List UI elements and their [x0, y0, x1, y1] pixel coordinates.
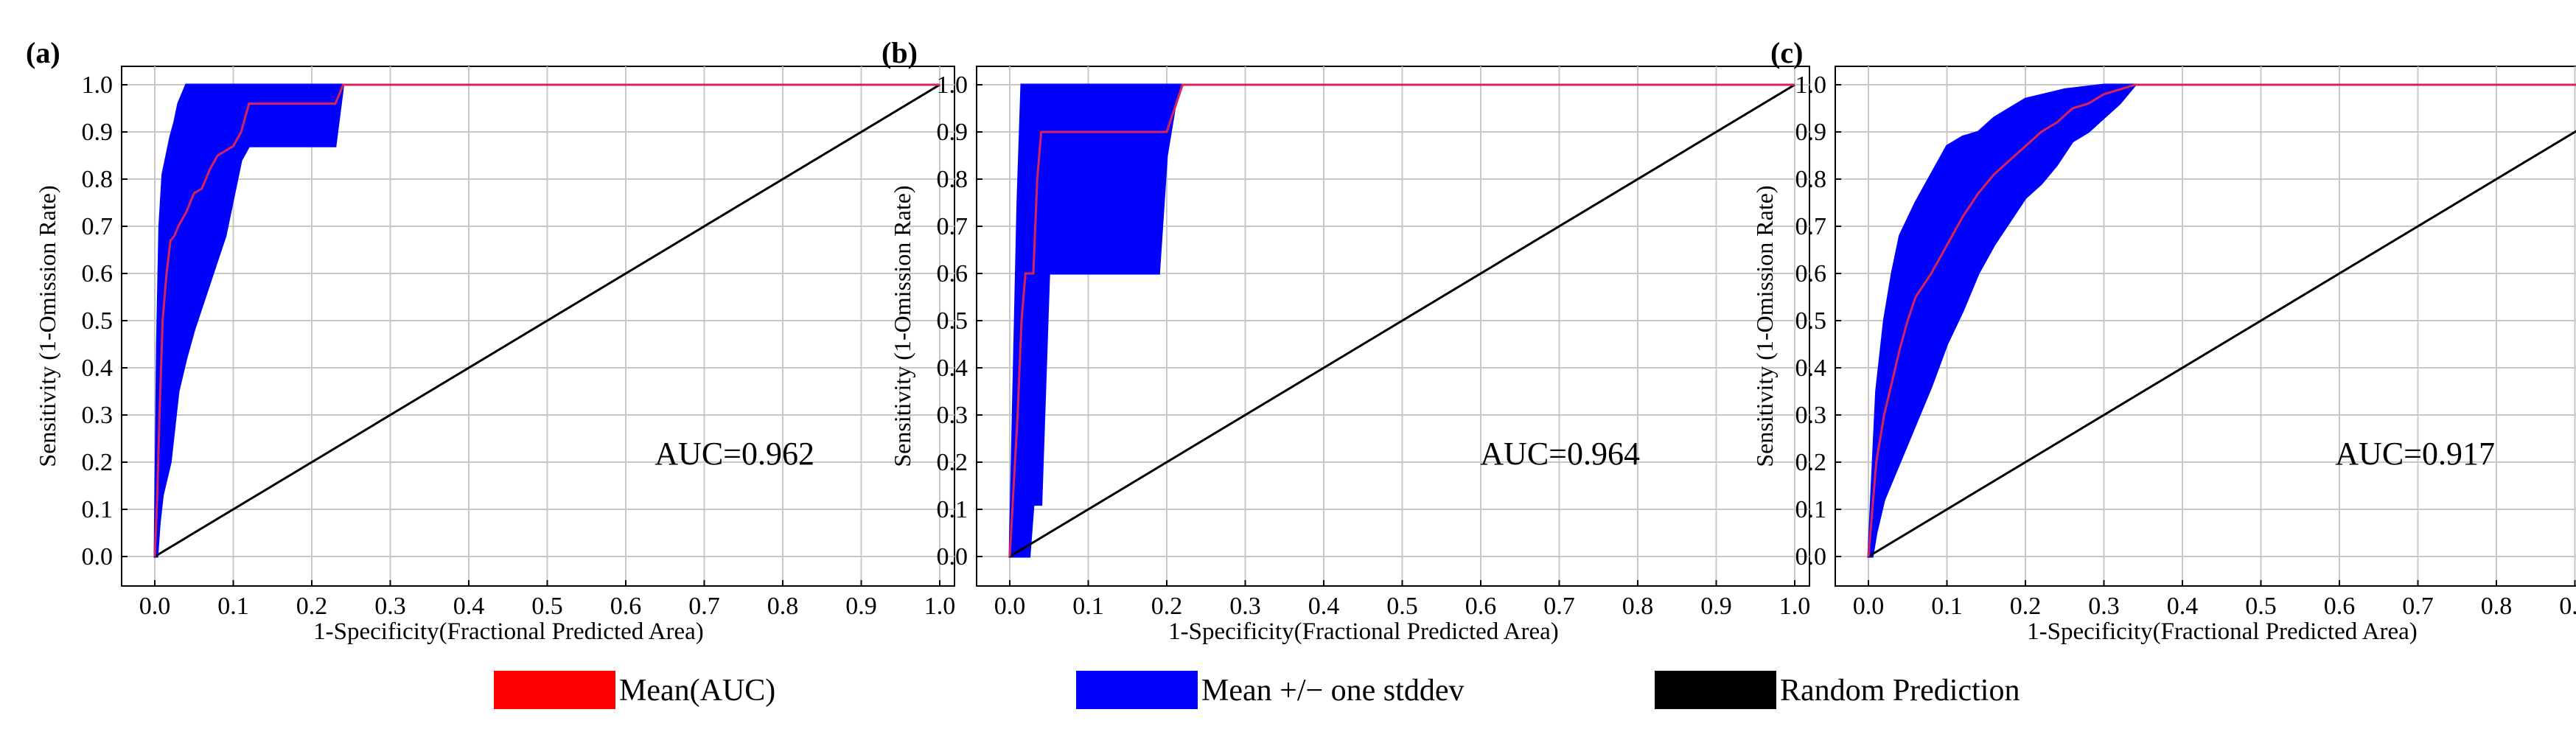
y-tick-label: 1.0	[82, 71, 114, 99]
x-axis-label: 1-Specificity(Fractional Predicted Area)	[1168, 618, 1559, 645]
x-tick-label: 0.7	[1543, 593, 1575, 620]
y-tick-label: 0.3	[937, 402, 968, 429]
y-tick-label: 1.0	[1795, 71, 1827, 99]
x-tick-label: 0.5	[531, 593, 563, 620]
x-tick-label: 0.4	[1308, 593, 1340, 620]
roc-panel-a: 0.0 0.1 0.2 0.3 0.4 0.5 0.6 0.7 0.8 0.9 1.0 0.0 0.1 0…	[26, 36, 955, 645]
x-tick-label: 0.8	[767, 593, 799, 620]
x-tick-label: 0.1	[1072, 593, 1104, 620]
x-tick-label: 0.5	[1386, 593, 1418, 620]
mean-auc-line	[1008, 83, 1795, 557]
legend-swatch	[1076, 671, 1198, 709]
y-tick-label: 0.9	[937, 119, 968, 146]
mean-auc-line	[1867, 83, 2576, 557]
x-tick-label: 0.7	[2402, 593, 2434, 620]
x-tick-label: 0.5	[2245, 593, 2277, 620]
auc-annotation: AUC=0.917	[2335, 436, 2495, 472]
stddev-band	[1008, 83, 1184, 558]
y-axis-label: Sensitivity (1-Omission Rate)	[889, 185, 915, 467]
y-tick-label: 0.2	[1795, 449, 1827, 476]
panel-label: (b)	[882, 36, 918, 69]
x-tick-label: 0.1	[1931, 593, 1963, 620]
x-tick-label: 0.6	[1465, 593, 1497, 620]
x-tick-label: 0.8	[1622, 593, 1654, 620]
x-tick-label: 0.0	[1853, 593, 1885, 620]
y-tick-label: 0.0	[82, 543, 114, 571]
x-tick-label: 0.6	[610, 593, 642, 620]
x-tick-label: 0.0	[994, 593, 1026, 620]
x-tick-label: 0.4	[453, 593, 485, 620]
x-tick-label: 1.0	[924, 593, 956, 620]
y-tick-label: 0.3	[1795, 402, 1827, 429]
y-tick-label: 0.4	[1795, 355, 1827, 382]
y-tick-label: 0.5	[937, 307, 968, 335]
random-prediction-line	[154, 83, 940, 558]
x-tick-label: 1.0	[1779, 593, 1811, 620]
stddev-band	[153, 83, 345, 558]
x-tick-label: 0.6	[2324, 593, 2356, 620]
y-tick-label: 0.5	[1795, 307, 1827, 335]
y-axis-label: Sensitivity (1-Omission Rate)	[1751, 185, 1778, 467]
y-tick-label: 1.0	[937, 71, 968, 99]
stddev-band	[1867, 83, 2138, 558]
y-tick-label: 0.9	[1795, 119, 1827, 146]
y-tick-label: 0.7	[1795, 213, 1827, 240]
x-tick-label: 0.3	[2088, 593, 2120, 620]
y-tick-label: 0.8	[82, 166, 114, 193]
y-tick-label: 0.7	[82, 213, 114, 240]
legend: Mean(AUC) Mean +/− one stddev Random Predi…	[494, 671, 2020, 709]
x-axis-label: 1-Specificity(Fractional Predicted Area)	[2027, 618, 2418, 645]
x-tick-label: 0.2	[2010, 593, 2042, 620]
y-tick-label: 0.8	[1795, 166, 1827, 193]
x-tick-label: 0.0	[139, 593, 171, 620]
x-tick-label: 0.8	[2481, 593, 2513, 620]
legend-swatch	[494, 671, 615, 709]
legend-swatch	[1655, 671, 1776, 709]
y-tick-label: 0.6	[82, 260, 114, 287]
panel-label: (a)	[26, 36, 60, 69]
legend-label: Random Prediction	[1780, 674, 2020, 708]
y-tick-label: 0.0	[1795, 543, 1827, 571]
y-tick-label: 0.4	[82, 355, 114, 382]
y-tick-label: 0.2	[937, 449, 968, 476]
y-tick-label: 0.7	[937, 213, 968, 240]
y-axis-label: Sensitivity (1-Omission Rate)	[34, 185, 60, 467]
y-tick-label: 0.2	[82, 449, 114, 476]
x-tick-label: 0.4	[2167, 593, 2199, 620]
y-tick-label: 0.8	[937, 166, 968, 193]
x-tick-label: 0.9	[1700, 593, 1732, 620]
y-tick-label: 0.1	[82, 496, 114, 523]
auc-annotation: AUC=0.964	[1480, 436, 1640, 472]
x-tick-label: 0.9	[2559, 593, 2576, 620]
y-tick-label: 0.6	[937, 260, 968, 287]
y-tick-label: 0.0	[937, 543, 968, 571]
roc-panel-c: 0.0 0.1 0.2 0.3 0.4 0.5 0.6 0.7 0.8 0.9 1.0 0.0 0.1 0…	[1751, 36, 2576, 645]
panel-label: (c)	[1770, 36, 1803, 69]
x-tick-label: 0.2	[1151, 593, 1183, 620]
x-tick-label: 0.2	[296, 593, 328, 620]
y-tick-label: 0.3	[82, 402, 114, 429]
y-tick-label: 0.6	[1795, 260, 1827, 287]
y-tick-label: 0.1	[1795, 496, 1827, 523]
x-tick-label: 0.1	[217, 593, 249, 620]
x-tick-label: 0.3	[374, 593, 406, 620]
legend-label: Mean(AUC)	[619, 674, 775, 708]
x-axis-label: 1-Specificity(Fractional Predicted Area)	[313, 618, 704, 645]
y-tick-label: 0.5	[82, 307, 114, 335]
legend-label: Mean +/− one stddev	[1201, 674, 1464, 708]
y-tick-label: 0.9	[82, 119, 114, 146]
x-tick-label: 0.7	[688, 593, 720, 620]
mean-auc-line	[153, 83, 940, 557]
random-prediction-line	[1009, 83, 1795, 558]
random-prediction-line	[1868, 130, 2576, 558]
x-tick-label: 0.9	[845, 593, 877, 620]
roc-panel-b: 0.0 0.1 0.2 0.3 0.4 0.5 0.6 0.7 0.8 0.9 1.0 0.0 0.1 0…	[882, 36, 1810, 645]
x-tick-label: 0.3	[1229, 593, 1261, 620]
y-tick-label: 0.1	[937, 496, 968, 523]
y-tick-label: 0.4	[937, 355, 968, 382]
auc-annotation: AUC=0.962	[655, 436, 814, 472]
